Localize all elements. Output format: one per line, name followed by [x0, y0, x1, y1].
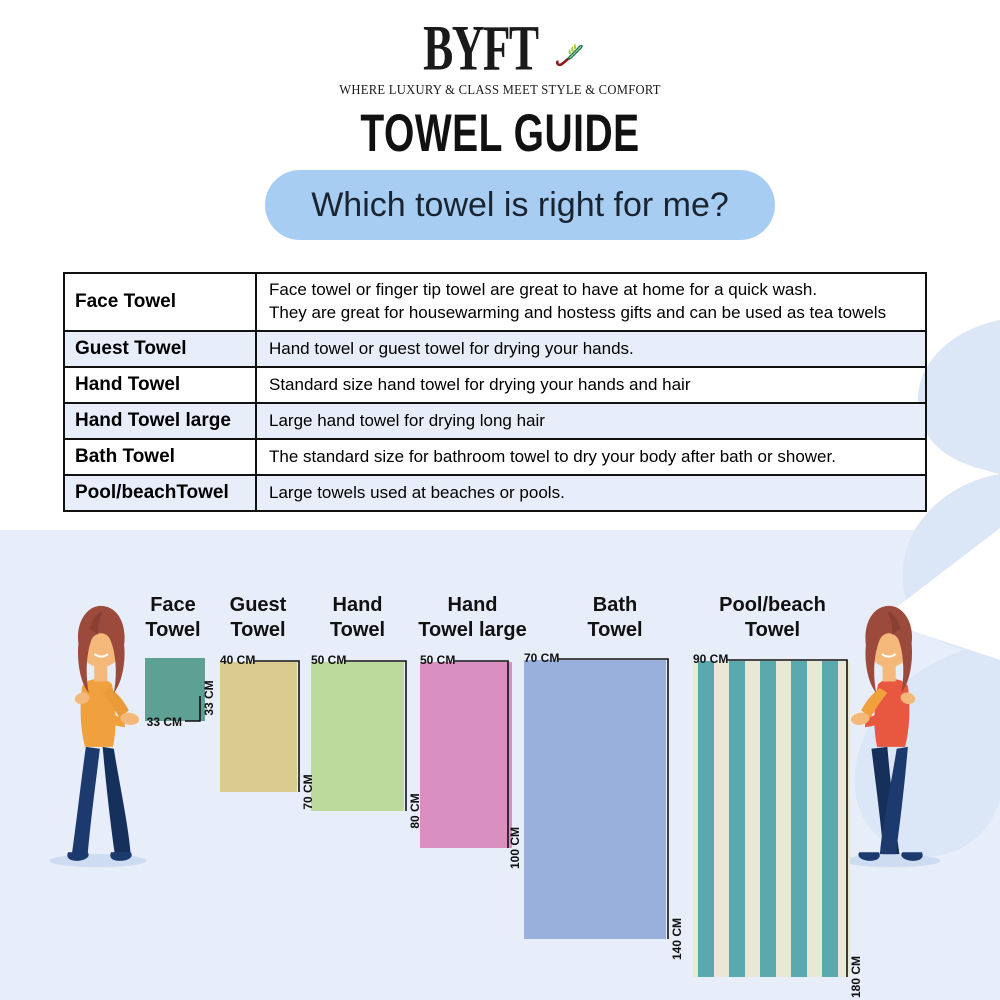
svg-text:50 CM: 50 CM	[311, 653, 346, 667]
svg-text:33 CM: 33 CM	[147, 715, 182, 729]
svg-text:40 CM: 40 CM	[220, 653, 255, 667]
svg-text:70 CM: 70 CM	[524, 651, 559, 665]
svg-text:180 CM: 180 CM	[849, 956, 863, 998]
svg-text:33 CM: 33 CM	[202, 680, 216, 715]
svg-text:90 CM: 90 CM	[693, 652, 728, 666]
svg-text:100 CM: 100 CM	[508, 827, 522, 869]
svg-text:50 CM: 50 CM	[420, 653, 455, 667]
svg-text:140 CM: 140 CM	[670, 918, 684, 960]
